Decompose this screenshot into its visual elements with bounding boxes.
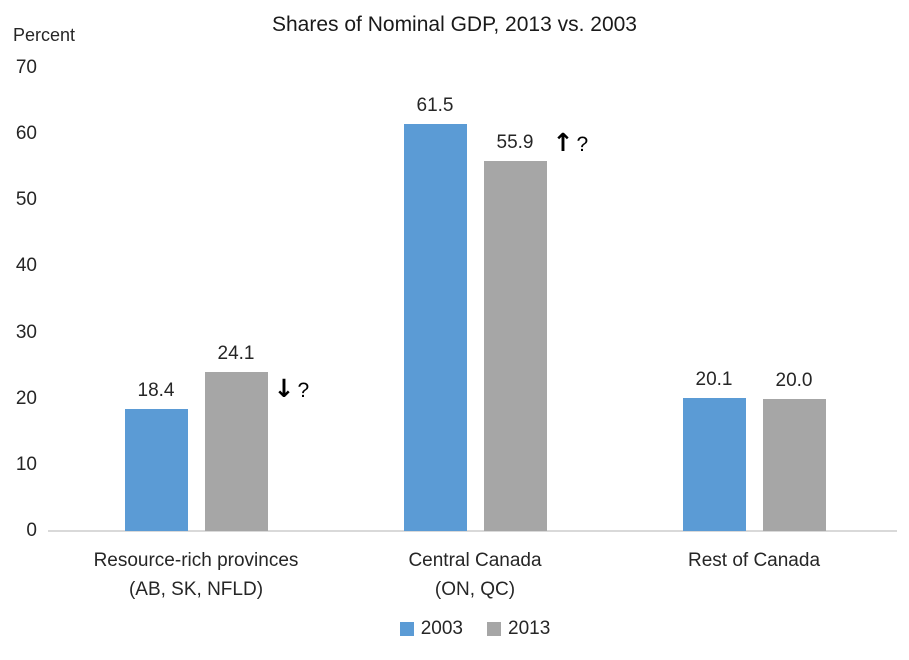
bar-2013-group1 <box>483 161 547 531</box>
x-category-label-line: Rest of Canada <box>687 550 821 571</box>
bar-value-label: 18.4 <box>137 380 175 402</box>
y-tick-label: 70 <box>15 57 37 78</box>
bar-value-label: 20.0 <box>775 369 813 391</box>
x-axis-line <box>48 530 897 532</box>
bar-value-label: 24.1 <box>217 342 255 364</box>
bar-2013-group0 <box>204 371 268 531</box>
bar-value-label: 20.1 <box>695 369 733 391</box>
chart-title: Shares of Nominal GDP, 2013 vs. 2003 <box>272 13 637 36</box>
annotation-up-question: ↑? <box>553 123 589 167</box>
bar-2013-group2 <box>762 398 826 531</box>
bar-2003-group1 <box>403 124 467 531</box>
legend: 2003 2013 <box>56 618 894 640</box>
bar-2003-group2 <box>682 398 746 531</box>
y-tick-label: 30 <box>15 321 37 343</box>
y-tick-label: 10 <box>15 453 37 475</box>
x-category-label-line: (AB, SK, NFLD) <box>128 579 264 600</box>
legend-item-2013: 2013 <box>487 618 550 640</box>
legend-item-2003: 2003 <box>399 618 463 640</box>
x-category-label-line: Central Canada <box>408 550 542 571</box>
bar-2003-group0 <box>124 409 188 531</box>
bar-value-label: 55.9 <box>496 132 534 154</box>
question-mark: ? <box>297 378 310 402</box>
question-mark: ? <box>576 133 589 157</box>
up-arrow-icon: ↑ <box>552 128 574 158</box>
legend-label: 2013 <box>508 618 551 639</box>
y-tick-label: 50 <box>15 189 37 211</box>
x-category-label: Central Canada (ON, QC) <box>336 546 615 604</box>
legend-label: 2003 <box>420 618 463 639</box>
annotation-down-question: ↓? <box>274 369 310 413</box>
y-tick-label: 40 <box>15 255 37 277</box>
x-category-label-line: Resource-rich provinces <box>93 550 299 571</box>
legend-swatch-icon <box>399 622 414 636</box>
y-tick-label: 60 <box>15 123 37 145</box>
x-category-label: Rest of Canada <box>615 546 894 575</box>
y-tick-label: 0 <box>26 520 37 541</box>
x-category-label: Resource-rich provinces (AB, SK, NFLD) <box>57 546 336 604</box>
legend-swatch-icon <box>487 622 501 636</box>
down-arrow-icon: ↓ <box>273 373 295 403</box>
bar-value-label: 61.5 <box>416 95 454 117</box>
y-tick-label: 20 <box>15 387 37 409</box>
x-category-label-line: (ON, QC) <box>434 579 516 600</box>
y-axis-unit-label: Percent <box>13 25 76 45</box>
